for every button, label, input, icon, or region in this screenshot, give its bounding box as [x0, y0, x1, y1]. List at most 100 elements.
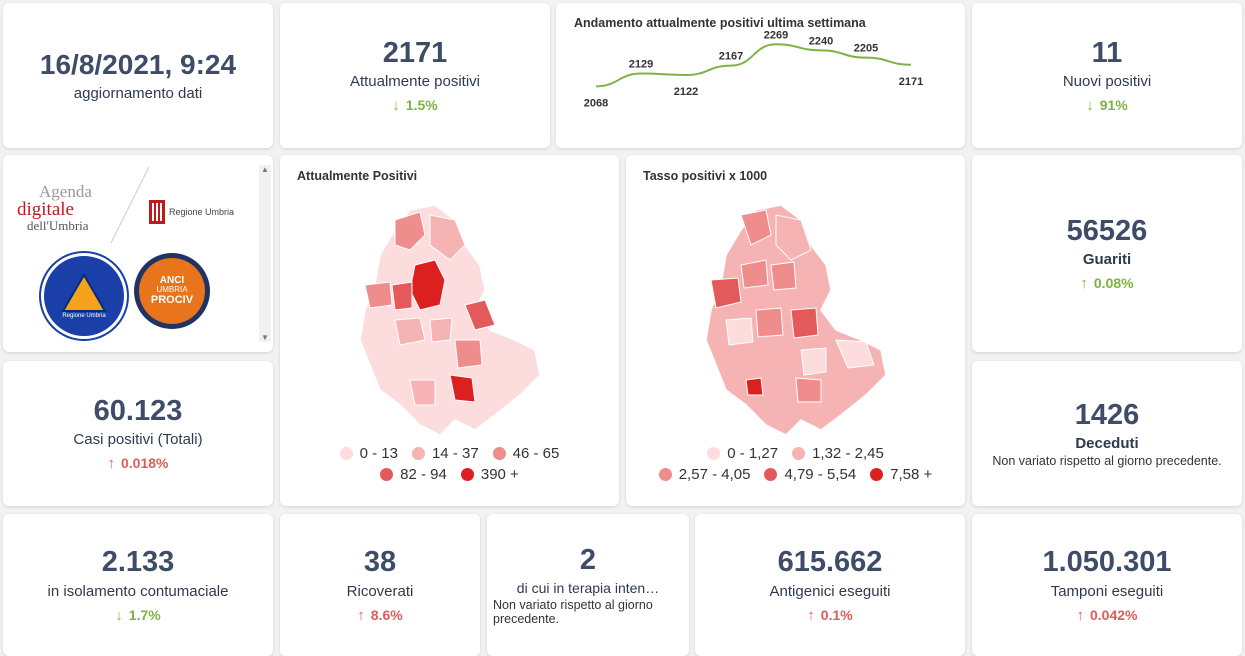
- legend-dot: [380, 468, 394, 481]
- tamponi-value: 1.050.301: [1042, 546, 1172, 579]
- umbria-map-tasso[interactable]: [626, 190, 965, 450]
- casi-totali-card: 60.123 Casi positivi (Totali) ↑ 0.018%: [3, 361, 273, 506]
- legend-dot: [658, 468, 672, 481]
- terapia-label: di cui in terapia inten…: [516, 580, 660, 597]
- terapia-note: Non variato rispetto al giorno precedent…: [493, 598, 653, 627]
- legend-item: 4,79 - 5,54: [764, 466, 856, 483]
- legend-item: 0 - 13: [339, 445, 398, 462]
- regione-umbria-logo: Regione Umbria: [149, 200, 234, 224]
- deceduti-note: Non variato rispetto al giorno precedent…: [992, 454, 1222, 469]
- nuovi-positivi-trend: ↓ 91%: [1086, 97, 1128, 115]
- data-label: 2129: [629, 59, 653, 71]
- legend-item: 1,32 - 2,45: [792, 445, 884, 462]
- casi-totali-value: 60.123: [93, 394, 183, 427]
- isolamento-trend: ↓ 1.7%: [115, 606, 161, 624]
- map2-legend-row2: 2,57 - 4,05 4,79 - 5,54 7,58 +: [626, 466, 965, 483]
- data-label: 2122: [674, 86, 698, 98]
- isolamento-label: in isolamento contumaciale: [47, 582, 229, 600]
- terapia-card: 2 di cui in terapia inten… Non variato r…: [487, 514, 689, 656]
- arrow-up-icon: ↑: [807, 606, 815, 624]
- nuovi-positivi-label: Nuovi positivi: [1062, 73, 1152, 91]
- data-label: 2167: [719, 51, 743, 63]
- umbria-map-positivi[interactable]: [280, 190, 619, 450]
- map-attualmente-positivi-card: Attualmente Positivi 0 - 13 14 - 37 46 -…: [280, 155, 619, 506]
- ricoverati-card: 38 Ricoverati ↑ 8.6%: [280, 514, 480, 656]
- legend-item: 82 - 94: [380, 466, 447, 483]
- legend-dot: [492, 447, 506, 460]
- tamponi-card: 1.050.301 Tamponi eseguiti ↑ 0.042%: [972, 514, 1242, 656]
- attualmente-positivi-value: 2171: [382, 36, 448, 69]
- triangle-icon: [61, 273, 107, 312]
- casi-totali-trend: ↑ 0.018%: [107, 455, 169, 473]
- legend-dot: [870, 468, 884, 481]
- legend-item: 390 +: [460, 466, 519, 483]
- data-label: 2240: [809, 35, 833, 47]
- logo-divider: [110, 166, 150, 244]
- nuovi-positivi-card: 11 Nuovi positivi ↓ 91%: [972, 3, 1242, 148]
- logos-scrollbar[interactable]: ▲ ▼: [259, 165, 271, 342]
- series-line: [595, 43, 912, 88]
- trend-line-chart: 2068 2129 2122 2167 2269 2240 2205 2171: [584, 29, 923, 109]
- arrow-down-icon: ↓: [392, 97, 400, 115]
- update-card: 16/8/2021, 9:24 aggiornamento dati: [3, 3, 273, 148]
- arrow-down-icon: ↓: [1086, 97, 1094, 115]
- arrow-up-icon: ↑: [1080, 275, 1088, 293]
- legend-item: 14 - 37: [411, 445, 479, 462]
- legend-dot: [460, 468, 474, 481]
- arrow-up-icon: ↑: [1076, 606, 1085, 624]
- nuovi-positivi-value: 11: [1091, 36, 1123, 69]
- update-label: aggiornamento dati: [73, 84, 203, 102]
- arrow-up-icon: ↑: [107, 455, 116, 473]
- arrow-up-icon: ↑: [357, 606, 365, 624]
- ricoverati-label: Ricoverati: [346, 582, 414, 600]
- attualmente-positivi-trend: ↓ 1.5%: [392, 97, 438, 115]
- map1-legend-row1: 0 - 13 14 - 37 46 - 65: [280, 445, 619, 462]
- legend-item: 46 - 65: [492, 445, 559, 462]
- antigenici-trend: ↑ 0.1%: [807, 606, 853, 624]
- legend-dot: [411, 447, 425, 460]
- antigenici-card: 615.662 Antigenici eseguiti ↑ 0.1%: [695, 514, 965, 656]
- chart-title: Andamento attualmente positivi ultima se…: [574, 16, 866, 30]
- map1-legend-row2: 82 - 94 390 +: [280, 466, 619, 483]
- legend-item: 7,58 +: [870, 466, 932, 483]
- isolamento-card: 2.133 in isolamento contumaciale ↓ 1.7%: [3, 514, 273, 656]
- update-datetime: 16/8/2021, 9:24: [39, 49, 237, 81]
- ricoverati-value: 38: [363, 546, 397, 579]
- guariti-trend: ↑ 0.08%: [1080, 275, 1134, 293]
- antigenici-value: 615.662: [777, 546, 883, 579]
- legend-item: 2,57 - 4,05: [658, 466, 750, 483]
- data-label: 2068: [584, 97, 608, 109]
- legend-item: 0 - 1,27: [707, 445, 778, 462]
- antigenici-label: Antigenici eseguiti: [769, 582, 891, 600]
- legend-dot: [792, 447, 806, 460]
- data-label: 2205: [854, 43, 878, 55]
- casi-totali-label: Casi positivi (Totali): [73, 431, 203, 449]
- tamponi-label: Tamponi eseguiti: [1050, 582, 1164, 600]
- tamponi-trend: ↑ 0.042%: [1076, 606, 1138, 624]
- scroll-up-icon[interactable]: ▲: [261, 165, 269, 174]
- guariti-card: 56526 Guariti ↑ 0.08%: [972, 155, 1242, 352]
- legend-dot: [764, 468, 778, 481]
- deceduti-value: 1426: [1074, 398, 1140, 431]
- map2-title: Tasso positivi x 1000: [643, 169, 768, 183]
- regione-umbria-emblem-icon: [149, 200, 165, 224]
- map2-legend-row1: 0 - 1,27 1,32 - 2,45: [626, 445, 965, 462]
- agenda-digitale-logo: Agenda digitale dell'Umbria: [17, 182, 92, 233]
- deceduti-label: Deceduti: [1075, 435, 1139, 453]
- isolamento-value: 2.133: [101, 546, 175, 579]
- data-label: 2171: [899, 76, 923, 88]
- guariti-label: Guariti: [1082, 251, 1132, 269]
- attualmente-positivi-card: 2171 Attualmente positivi ↓ 1.5%: [280, 3, 550, 148]
- map-tasso-positivi-card: Tasso positivi x 1000 0 - 1,27 1,32 - 2,…: [626, 155, 965, 506]
- arrow-down-icon: ↓: [115, 606, 123, 624]
- legend-dot: [339, 447, 353, 460]
- map1-title: Attualmente Positivi: [297, 169, 418, 183]
- scroll-down-icon[interactable]: ▼: [261, 333, 269, 342]
- deceduti-card: 1426 Deceduti Non variato rispetto al gi…: [972, 361, 1242, 506]
- terapia-value: 2: [579, 544, 597, 576]
- anci-prociv-logo: ANCI UMBRIA PROCIV: [134, 253, 210, 329]
- legend-dot: [707, 447, 721, 460]
- guariti-value: 56526: [1066, 214, 1148, 247]
- trend-chart-card: Andamento attualmente positivi ultima se…: [556, 3, 965, 148]
- ricoverati-trend: ↑ 8.6%: [357, 606, 403, 624]
